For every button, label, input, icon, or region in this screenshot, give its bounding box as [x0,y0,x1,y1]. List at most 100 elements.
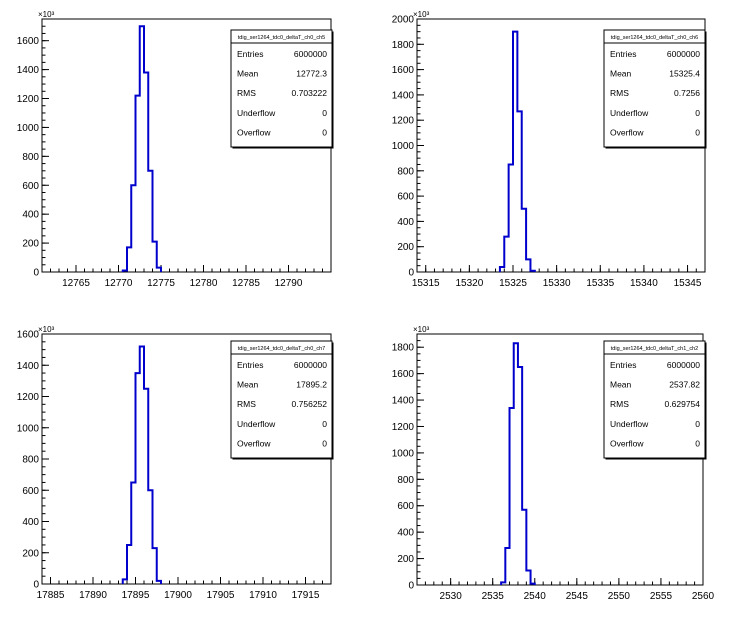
stats-mean-value: 12772.3 [296,69,327,79]
stats-title: tdig_ser1264_tdc0_deltaT_ch0_ch7 [238,346,325,352]
stats-entries-value: 6000000 [667,49,700,59]
stats-rms-value: 0.703222 [292,88,328,98]
stats-underflow-label: Underflow [610,108,649,118]
y-tick-label: 1400 [17,361,40,372]
stats-rms-label: RMS [610,88,629,98]
stats-overflow-label: Overflow [610,127,644,137]
x-tick-label: 2540 [524,591,547,602]
histogram-outline [121,25,162,272]
x-tick-label: 12765 [62,278,90,289]
y-tick-label: 1000 [392,448,415,459]
y-tick-label: 1800 [392,40,415,51]
histogram-outline [500,342,536,585]
x-tick-label: 17890 [79,590,107,601]
y-tick-label: 800 [22,152,39,163]
x-tick-label: 12780 [190,278,218,289]
stats-entries-label: Entries [610,49,636,59]
y-tick-label: 200 [397,554,414,565]
y-tick-label: 1200 [17,392,40,403]
stats-box: tdig_ser1264_tdc0_deltaT_ch1_ch2 Entries 6… [603,340,707,460]
histogram-outline [121,345,162,584]
y-tick-label: 0 [408,268,414,279]
stats-overflow-label: Overflow [610,438,644,448]
y-tick-label: 600 [397,192,414,203]
stats-title: tdig_ser1264_tdc0_deltaT_ch1_ch2 [611,346,698,352]
stats-rms-value: 0.7256 [674,88,700,98]
stats-entries-label: Entries [237,49,263,59]
y-tick-label: 1600 [17,330,40,341]
y-tick-label: 1200 [392,116,415,127]
y-tick-label: 400 [22,210,39,221]
stats-rms-label: RMS [237,399,256,409]
y-tick-label: 2000 [392,15,415,26]
stats-overflow-value: 0 [695,127,700,137]
stats-mean-value: 17895.2 [296,380,327,390]
x-tick-label: 17910 [249,590,277,601]
stats-underflow-value: 0 [695,419,700,429]
y-tick-label: 200 [397,242,414,253]
stats-underflow-value: 0 [322,419,327,429]
y-tick-label: 1400 [392,396,415,407]
histogram-outline [498,30,536,272]
y-exponent-label: ×10³ [413,10,430,19]
y-tick-label: 1200 [17,94,40,105]
histogram-ch1-ch2: 0 200 400 600 800 1000 1200 1400 1600 1800 ×10³ 253… [392,325,715,602]
y-tick-label: 800 [397,166,414,177]
x-tick-label: 2545 [566,591,589,602]
x-tick-label: 2530 [440,591,463,602]
stats-entries-value: 6000000 [294,360,327,370]
x-tick-label: 15345 [674,278,702,289]
x-tick-label: 2560 [692,591,715,602]
x-tick-label: 17885 [37,590,65,601]
stats-box: tdig_ser1264_tdc0_deltaT_ch0_ch5 Entries 6… [230,29,334,149]
y-tick-label: 0 [33,580,39,591]
y-tick-label: 1200 [392,422,415,433]
x-tick-label: 17895 [122,590,150,601]
stats-overflow-value: 0 [322,438,327,448]
y-tick-label: 1600 [17,36,40,47]
stats-entries-label: Entries [610,360,636,370]
y-tick-label: 600 [22,181,39,192]
stats-mean-label: Mean [237,69,259,79]
y-tick-label: 1000 [17,423,40,434]
histogram-pad-3: 0 200 400 600 800 1000 1200 1400 1600 ×10³ 17885 17… [0,311,373,622]
x-tick-label: 12775 [147,278,175,289]
y-tick-label: 1800 [392,343,415,354]
stats-rms-value: 0.756252 [292,399,328,409]
histogram-ch0-ch7: 0 200 400 600 800 1000 1200 1400 1600 ×10³ 17885 17… [17,325,334,601]
y-tick-label: 400 [397,528,414,539]
x-tick-label: 2555 [650,591,673,602]
y-exponent-label: ×10³ [38,325,55,334]
y-exponent-label: ×10³ [38,10,55,19]
stats-rms-label: RMS [610,399,629,409]
histogram-pad-1: 0 200 400 600 800 1000 1200 1400 1600 ×10³ 12765 12… [0,0,373,311]
x-tick-label: 2550 [608,591,631,602]
y-tick-label: 1400 [17,65,40,76]
stats-entries-value: 6000000 [294,49,327,59]
histogram-pad-4: 0 200 400 600 800 1000 1200 1400 1600 1800 ×10³ 253… [373,311,746,622]
y-tick-label: 600 [22,486,39,497]
y-tick-label: 800 [397,475,414,486]
y-tick-label: 1400 [392,90,415,101]
stats-box-frame [603,29,706,148]
stats-underflow-label: Underflow [237,108,276,118]
stats-underflow-value: 0 [322,108,327,118]
y-tick-label: 400 [22,517,39,528]
stats-underflow-label: Underflow [237,419,276,429]
x-tick-label: 12790 [275,278,303,289]
y-tick-label: 1000 [392,141,415,152]
stats-entries-value: 6000000 [667,360,700,370]
stats-box-frame [603,340,706,459]
stats-rms-label: RMS [237,88,256,98]
x-tick-label: 17915 [292,590,320,601]
stats-rms-value: 0.629754 [665,399,701,409]
stats-mean-label: Mean [610,380,632,390]
x-tick-label: 15325 [499,278,527,289]
x-tick-label: 17905 [207,590,235,601]
x-tick-label: 15320 [455,278,483,289]
stats-mean-value: 2537.82 [669,380,700,390]
y-tick-label: 1600 [392,369,415,380]
y-tick-label: 600 [397,501,414,512]
histogram-pad-2: 0 200 400 600 800 1000 1200 1400 1600 1800 2000 ×10… [373,0,746,311]
y-tick-label: 400 [397,217,414,228]
